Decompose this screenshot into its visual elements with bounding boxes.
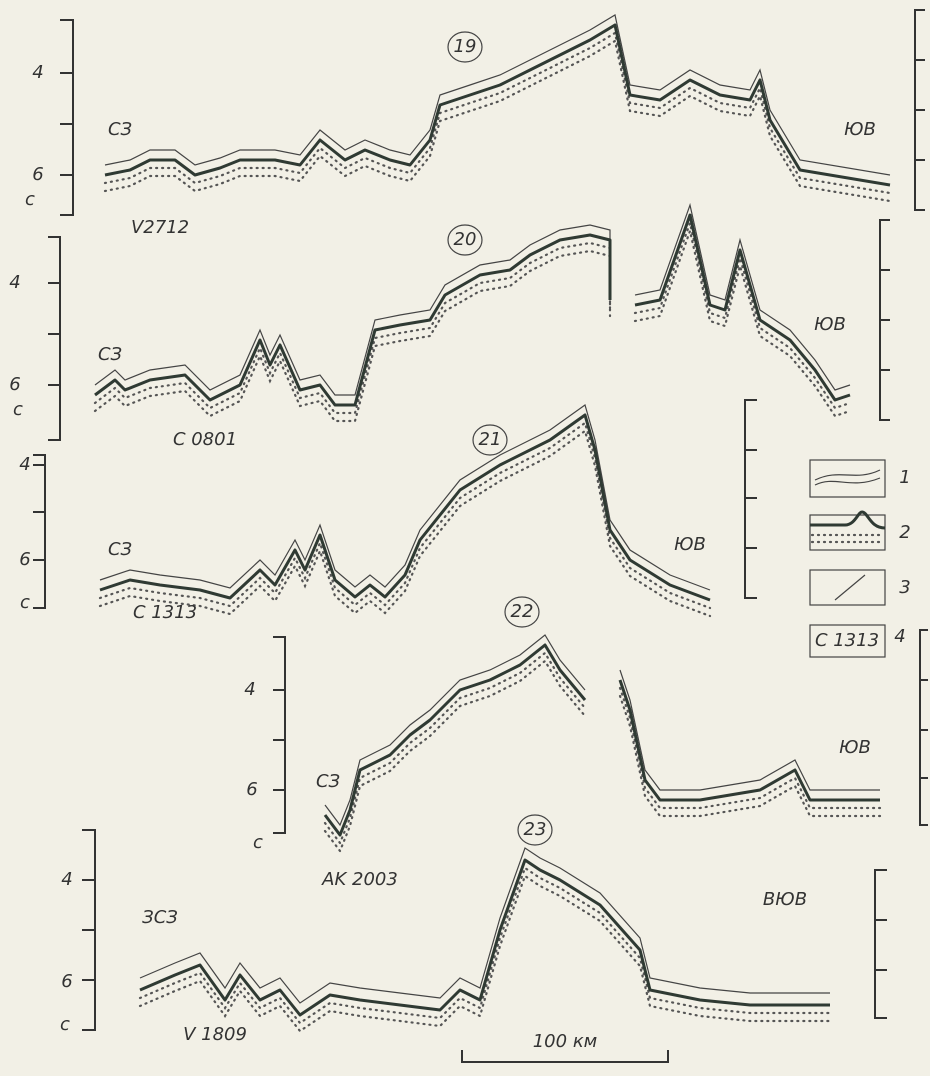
axis-label: 4 <box>244 679 255 700</box>
left-axis <box>48 236 61 441</box>
right-axis <box>919 629 928 826</box>
track-label: C 0801 <box>173 429 237 450</box>
legend-box <box>809 569 886 606</box>
axis-label: 4 <box>9 272 20 293</box>
left-axis <box>60 19 74 216</box>
direction-label: СЗ <box>316 771 341 792</box>
track-label: AK 2003 <box>321 869 398 890</box>
number-circle <box>447 224 483 256</box>
number-circle <box>447 31 483 63</box>
sediment <box>138 874 832 1033</box>
scale-bar <box>461 1050 669 1063</box>
direction-label: ЗСЗ <box>142 907 178 928</box>
profile: 21 4 6 с СЗ ЮВ C 1313 <box>19 399 757 623</box>
legend-symbol <box>810 533 882 544</box>
legend: C 1313 1 2 3 4 <box>809 459 911 658</box>
axis-unit: с <box>25 189 35 210</box>
legend-number: 3 <box>899 577 910 598</box>
profile-number: 19 <box>454 36 477 57</box>
direction-label: ВЮВ <box>763 889 807 910</box>
direction-label: СЗ <box>108 119 133 140</box>
profile: 23 4 6 с ЗСЗ ВЮВ V 1809 <box>60 814 887 1045</box>
number-circle <box>472 424 508 456</box>
legend-number: 1 <box>899 467 910 488</box>
legend-box <box>809 624 886 658</box>
reflector <box>104 14 891 176</box>
track-label: V 1809 <box>183 1024 247 1045</box>
axis-label: 6 <box>19 549 30 570</box>
sediment <box>98 421 712 610</box>
axis-label: 6 <box>9 374 20 395</box>
axis-label: 4 <box>19 454 30 475</box>
direction-label: ЮВ <box>814 314 846 335</box>
legend-sample: C 1313 <box>815 630 879 651</box>
axis-label: 4 <box>61 869 72 890</box>
sediment <box>323 659 882 853</box>
legend-box <box>809 459 886 498</box>
profile-number: 23 <box>524 819 547 840</box>
axis-label: 6 <box>32 164 43 185</box>
axis-unit: с <box>60 1014 70 1035</box>
basement <box>323 643 882 837</box>
axis-label: 6 <box>246 779 257 800</box>
right-axis <box>879 219 890 421</box>
profile: 22 4 6 с СЗ ЮВ AK 2003 <box>244 596 928 890</box>
legend-symbol <box>814 469 881 486</box>
direction-label: ЮВ <box>844 119 876 140</box>
axis-unit: с <box>20 592 30 613</box>
left-axis <box>33 454 46 609</box>
direction-label: СЗ <box>98 344 123 365</box>
direction-label: СЗ <box>108 539 133 560</box>
number-circle <box>517 814 553 846</box>
profile-number: 22 <box>511 601 534 622</box>
number-circle <box>504 596 540 628</box>
axis-unit: с <box>13 399 23 420</box>
reflector <box>324 634 881 826</box>
left-axis <box>82 829 96 1031</box>
track-label: C 1313 <box>133 602 197 623</box>
track-label: V2712 <box>131 217 189 238</box>
axis-label: 6 <box>61 971 72 992</box>
sediment <box>323 651 882 845</box>
basement <box>103 23 892 187</box>
direction-label: ЮВ <box>839 737 871 758</box>
legend-symbol <box>810 510 886 530</box>
legend-symbol <box>834 574 866 601</box>
legend-number: 2 <box>899 522 910 543</box>
profile-number: 21 <box>479 429 502 450</box>
legend-number: 4 <box>894 626 905 647</box>
axis-unit: с <box>253 832 263 853</box>
scale-label: 100 км <box>533 1031 598 1052</box>
profile-number: 20 <box>454 229 477 250</box>
profile: 19 4 6 с СЗ ЮВ V2712 <box>25 9 925 238</box>
right-axis <box>874 869 887 1019</box>
right-axis <box>914 9 925 211</box>
legend-box <box>809 514 886 551</box>
left-axis <box>273 636 286 834</box>
direction-label: ЮВ <box>674 534 706 555</box>
right-axis <box>744 399 757 599</box>
profile: 20 4 6 с СЗ ЮВ C 0801 <box>9 204 890 450</box>
axis-label: 4 <box>32 62 43 83</box>
